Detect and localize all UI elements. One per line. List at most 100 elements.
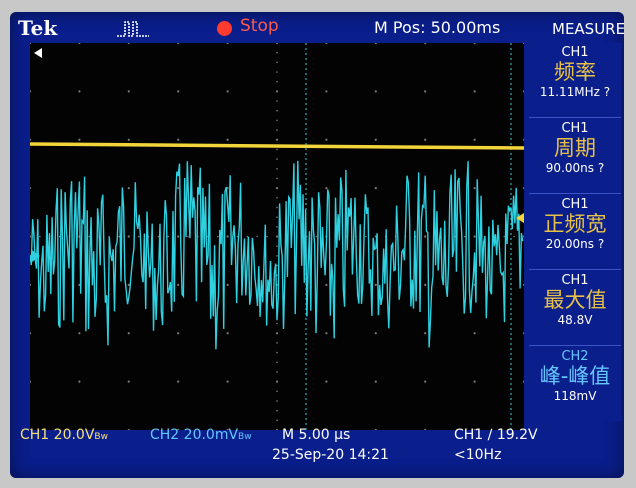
grid-tick: [276, 409, 278, 412]
grid-dot: [127, 187, 130, 190]
grid-dot: [30, 332, 32, 335]
grid-tick: [137, 235, 140, 238]
grid-dot: [177, 332, 180, 335]
grid-tick: [276, 226, 278, 228]
graticule: [30, 43, 524, 430]
stop-indicator-icon: [217, 21, 232, 36]
grid-tick: [276, 119, 278, 122]
grid-tick: [276, 245, 278, 247]
grid-dot: [473, 138, 476, 141]
grid-tick: [276, 177, 278, 180]
grid-dot: [177, 283, 180, 286]
grid-dot: [78, 332, 81, 335]
grid-dot: [374, 380, 377, 383]
grid-dot: [226, 332, 229, 335]
measure-panel: CH1 频率 11.11MHz ? CH1 周期 90.00ns ? CH1 正…: [529, 43, 621, 424]
grid-dot: [424, 380, 427, 383]
grid-tick: [276, 216, 278, 218]
trigger-readout: CH1 ∕ 19.2V: [454, 427, 538, 443]
grid-dot: [127, 283, 130, 286]
grid-dot: [424, 43, 427, 45]
date-time-readout: 25-Sep-20 14:21: [272, 447, 389, 463]
grid-dot: [325, 187, 328, 190]
ch2-ground-marker: [32, 250, 40, 262]
grid-dot: [127, 428, 130, 430]
grid-dot: [226, 283, 229, 286]
oscilloscope-screen: Tek Stop M Pos: 50.00ms MEASURE CH1 频率 1…: [10, 12, 624, 478]
grid-tick: [39, 235, 41, 238]
grid-dot: [424, 138, 427, 141]
grid-tick: [523, 235, 524, 238]
grid-tick: [276, 322, 278, 325]
grid-dot: [374, 428, 377, 430]
grid-tick: [424, 235, 427, 238]
grid-tick: [88, 235, 91, 238]
grid-dot: [325, 43, 328, 45]
grid-tick: [315, 235, 318, 238]
horizontal-position-readout: M Pos: 50.00ms: [374, 18, 501, 37]
grid-dot: [473, 380, 476, 383]
grid-dot: [473, 90, 476, 93]
grid-dot: [374, 332, 377, 335]
grid-dot: [522, 283, 524, 286]
measure-label: 周期: [554, 136, 596, 160]
measure-slot-4[interactable]: CH1 最大值 48.8V: [529, 271, 621, 346]
measure-value: 48.8V: [557, 313, 593, 327]
grid-dot: [78, 90, 81, 93]
grid-tick: [503, 235, 506, 238]
timebase-readout: M 5.00 µs: [282, 427, 351, 443]
grid-dot: [522, 187, 524, 190]
grid-dot: [177, 428, 180, 430]
grid-dot: [522, 428, 524, 430]
grid-tick: [30, 235, 31, 238]
ch1-scale-readout: CH1 20.0VBw: [20, 427, 108, 443]
grid-tick: [157, 235, 160, 238]
measure-value: 90.00ns ?: [545, 161, 605, 175]
grid-dot: [30, 43, 32, 45]
trigger-pulse-icon: [117, 21, 149, 37]
grid-dot: [30, 283, 32, 286]
grid-tick: [276, 158, 278, 160]
measure-slot-1[interactable]: CH1 频率 11.11MHz ?: [529, 43, 621, 118]
waveform-display: [30, 43, 524, 430]
grid-dot: [30, 428, 32, 430]
grid-dot: [127, 380, 130, 383]
measure-value: 11.11MHz ?: [539, 85, 611, 99]
grid-dot: [325, 90, 328, 93]
grid-dot: [30, 90, 32, 93]
grid-tick: [513, 235, 515, 238]
grid-tick: [276, 197, 278, 199]
grid-dot: [30, 138, 32, 141]
grid-dot: [522, 43, 524, 45]
grid-dot: [424, 283, 427, 286]
grid-dot: [127, 90, 130, 93]
menu-title: MEASURE: [552, 20, 624, 38]
grid-tick: [276, 138, 278, 141]
measure-slot-2[interactable]: CH1 周期 90.00ns ?: [529, 119, 621, 194]
grid-tick: [276, 429, 278, 430]
grid-tick: [276, 51, 278, 54]
measure-slot-3[interactable]: CH1 正频宽 20.00ns ?: [529, 195, 621, 270]
ch1-trace: [30, 142, 524, 150]
grid-tick: [128, 235, 130, 238]
grid-dot: [177, 90, 180, 93]
ch2-trace: [30, 160, 524, 350]
grid-tick: [276, 332, 278, 335]
grid-tick: [276, 61, 278, 64]
grid-dot: [374, 187, 377, 190]
grid-dot: [30, 187, 32, 190]
ch2-bandwidth-limit: Bw: [238, 432, 252, 442]
measure-channel: CH1: [561, 121, 589, 136]
measure-slot-5[interactable]: CH2 峰-峰值 118mV: [529, 347, 621, 421]
grid-dot: [325, 283, 328, 286]
measure-label: 最大值: [543, 288, 607, 312]
grid-tick: [463, 235, 466, 238]
grid-tick: [276, 100, 278, 102]
grid-tick: [473, 235, 476, 238]
grid-dot: [473, 332, 476, 335]
grid-dot: [522, 90, 524, 93]
grid-dot: [177, 380, 180, 383]
grid-dot: [226, 138, 229, 141]
grid-tick: [276, 187, 278, 189]
